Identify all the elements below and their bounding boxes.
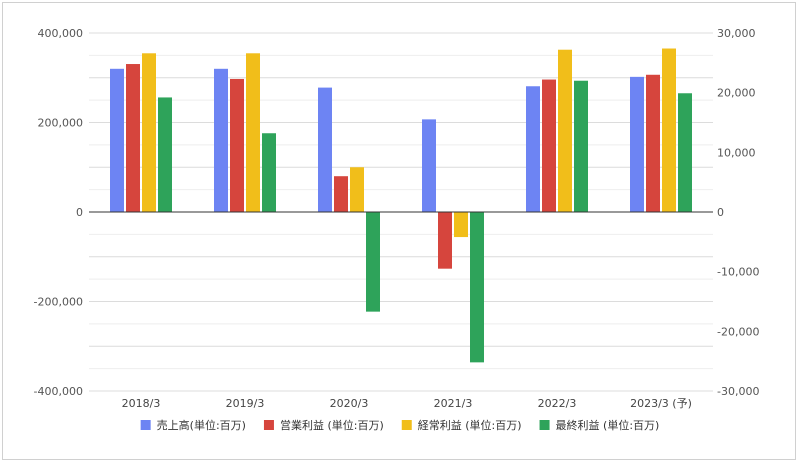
left-y-tick-label: 200,000 bbox=[38, 117, 84, 130]
bar-2-4 bbox=[438, 212, 452, 269]
x-tick-label: 2023/3 (予) bbox=[630, 397, 692, 410]
bar-4-4 bbox=[470, 212, 484, 363]
bar-3-3 bbox=[350, 167, 364, 212]
bar-4-3 bbox=[366, 212, 380, 312]
bar-1-2 bbox=[214, 68, 228, 212]
left-y-tick-label: -400,000 bbox=[34, 385, 83, 398]
legend-swatch bbox=[263, 420, 274, 430]
right-y-tick-label: 0 bbox=[717, 206, 724, 219]
bar-2-6 bbox=[646, 74, 660, 213]
bar-4-5 bbox=[574, 80, 588, 212]
legend: 売上高(単位:百万) 営業利益 (単位:百万) 経常利益 (単位:百万) 最終利益 (… bbox=[140, 418, 660, 432]
bar-3-2 bbox=[246, 53, 260, 212]
bar-4-1 bbox=[158, 97, 172, 212]
chart-frame: 2018/3 2019/3 2020/3 2021/3 2022/3 2023/3 (予)… bbox=[2, 2, 796, 460]
legend-swatch bbox=[539, 420, 550, 430]
bar-1-1 bbox=[110, 68, 124, 212]
legend-item[interactable]: 営業利益 (単位:百万) bbox=[263, 418, 384, 432]
legend-item[interactable]: 最終利益 (単位:百万) bbox=[539, 418, 660, 432]
left-y-tick-label: 400,000 bbox=[38, 27, 84, 40]
bar-2-2 bbox=[230, 78, 244, 213]
combo-bar-chart: 2018/3 2019/3 2020/3 2021/3 2022/3 2023/3 (予)… bbox=[34, 27, 760, 432]
bar-1-4 bbox=[422, 119, 436, 212]
bar-3-5 bbox=[558, 49, 572, 212]
bar-1-5 bbox=[526, 86, 540, 212]
right-y-tick-label: -30,000 bbox=[717, 385, 759, 398]
bar-1-6 bbox=[630, 76, 644, 212]
right-y-tick-label: 30,000 bbox=[717, 27, 756, 40]
legend-item[interactable]: 売上高(単位:百万) bbox=[140, 418, 246, 432]
x-tick-label: 2020/3 bbox=[330, 397, 369, 410]
grid-lines bbox=[89, 32, 713, 392]
bars bbox=[110, 48, 692, 363]
legend-swatch bbox=[140, 420, 151, 430]
legend-label: 最終利益 (単位:百万) bbox=[556, 418, 660, 432]
legend-label: 売上高(単位:百万) bbox=[157, 418, 246, 432]
x-tick-label: 2019/3 bbox=[226, 397, 265, 410]
x-tick-label: 2018/3 bbox=[122, 397, 161, 410]
right-y-tick-label: 20,000 bbox=[717, 87, 756, 100]
right-y-tick-label: 10,000 bbox=[717, 146, 756, 159]
legend-label: 経常利益 (単位:百万) bbox=[418, 418, 522, 432]
bar-1-3 bbox=[318, 87, 332, 212]
bar-3-4 bbox=[454, 212, 468, 238]
legend-swatch bbox=[401, 420, 412, 430]
bar-4-2 bbox=[262, 133, 276, 212]
bar-2-3 bbox=[334, 176, 348, 212]
x-tick-label: 2021/3 bbox=[434, 397, 473, 410]
bar-3-6 bbox=[662, 48, 676, 212]
x-tick-label: 2022/3 bbox=[538, 397, 577, 410]
left-y-tick-label: -200,000 bbox=[34, 296, 83, 309]
right-y-tick-label: -10,000 bbox=[717, 266, 759, 279]
legend-item[interactable]: 経常利益 (単位:百万) bbox=[401, 418, 522, 432]
bar-2-5 bbox=[542, 79, 556, 212]
bar-4-6 bbox=[678, 93, 692, 212]
bar-3-1 bbox=[142, 53, 156, 212]
bar-2-1 bbox=[126, 64, 140, 212]
legend-label: 営業利益 (単位:百万) bbox=[280, 418, 384, 432]
right-y-tick-label: -20,000 bbox=[717, 325, 759, 338]
left-y-tick-label: 0 bbox=[76, 206, 83, 219]
axis-labels: 2018/3 2019/3 2020/3 2021/3 2022/3 2023/3 (予)… bbox=[34, 27, 760, 410]
